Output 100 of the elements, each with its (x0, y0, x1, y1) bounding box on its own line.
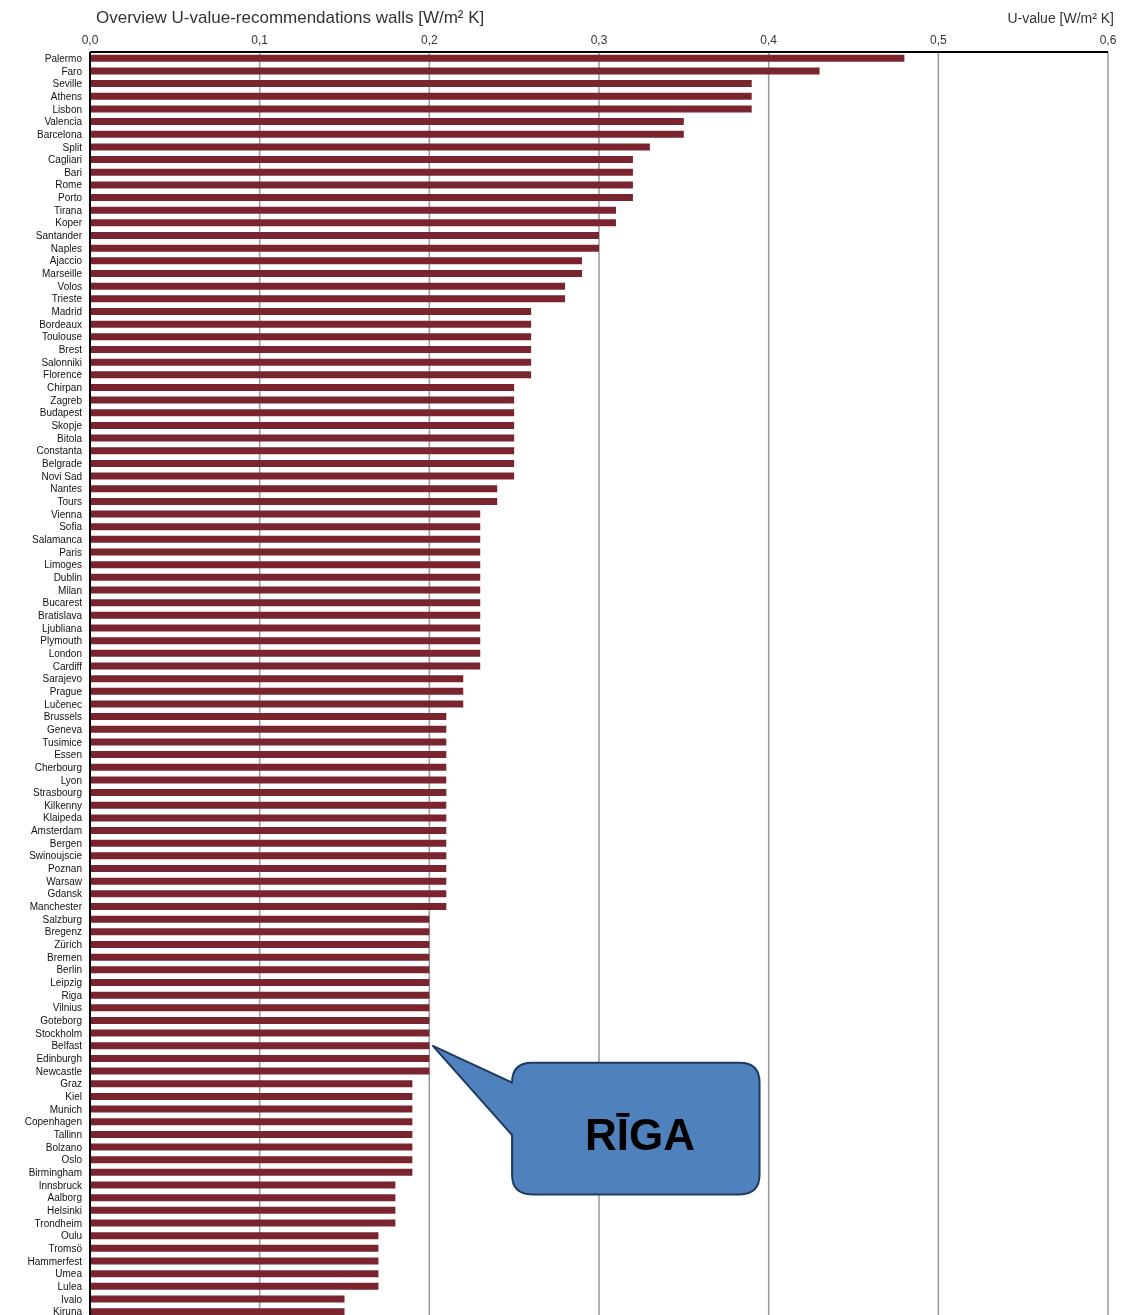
x-tick-label: 0,6 (1099, 33, 1117, 47)
y-tick-label: Kiel (65, 1091, 82, 1102)
y-tick-label: Koper (55, 217, 83, 229)
bar (90, 586, 481, 594)
y-tick-label: Poznan (48, 863, 82, 875)
y-tick-label: Cagliari (48, 154, 82, 166)
y-tick-label: Ajaccio (49, 255, 83, 267)
bar (90, 105, 752, 113)
bar (90, 852, 447, 860)
y-tick-label: Kilkenny (44, 799, 82, 811)
annotation: RĪGA (585, 1110, 695, 1159)
bar (90, 1067, 430, 1075)
y-tick-label: Chirpan (46, 382, 82, 394)
y-tick-label: Copenhagen (24, 1116, 82, 1128)
y-tick-label: Lyon (60, 774, 82, 786)
y-tick-label: Bratislava (38, 609, 83, 621)
bar (90, 1105, 413, 1113)
x-tick-label: 0,3 (590, 33, 608, 47)
bar (90, 548, 481, 556)
bar (90, 1004, 430, 1012)
bar (90, 561, 481, 569)
x-tick-label: 0,5 (929, 33, 947, 47)
y-tick-label: Volos (57, 280, 82, 292)
x-tick-label: 0,4 (760, 33, 778, 47)
bar (90, 966, 430, 974)
bar (90, 940, 430, 948)
y-tick-label: Novi Sad (41, 470, 82, 482)
y-tick-label: Bucarest (42, 597, 83, 609)
bar (90, 801, 447, 809)
y-tick-label: Skopje (51, 420, 83, 432)
y-tick-label: Klaipeda (43, 812, 83, 824)
bar (90, 877, 447, 885)
bar (90, 675, 464, 683)
y-tick-label: Rome (55, 179, 83, 191)
bar (90, 1282, 379, 1290)
y-tick-label: Stockholm (35, 1027, 82, 1039)
bar (90, 257, 583, 265)
y-tick-label: Barcelona (36, 128, 83, 140)
bar (90, 1143, 413, 1151)
bar (90, 194, 633, 202)
y-tick-label: Salamanca (31, 533, 83, 545)
bar (90, 991, 430, 999)
y-tick-label: Zürich (54, 939, 82, 951)
y-tick-label: Bitola (56, 432, 83, 444)
y-tick-label: Plymouth (40, 635, 82, 647)
y-tick-label: Helsinki (46, 1204, 82, 1216)
bar (90, 307, 532, 315)
bar (90, 143, 650, 151)
bar (90, 624, 481, 632)
chart-title: Overview U-value-recommendations walls [W/m² K] (96, 8, 485, 28)
y-tick-label: Strasbourg (33, 787, 82, 799)
bar (90, 282, 566, 290)
bar (90, 865, 447, 873)
y-tick-label: Split (62, 141, 83, 153)
bar (90, 244, 599, 252)
y-tick-label: Salzburg (42, 913, 82, 925)
y-tick-label: Birmingham (28, 1166, 82, 1178)
y-tick-label: Athens (50, 90, 82, 102)
y-tick-label: Bordeaux (39, 318, 82, 330)
y-tick-label: Salonniki (41, 356, 82, 368)
bar (90, 1168, 413, 1176)
y-tick-label: Aalborg (47, 1192, 82, 1204)
y-tick-label: Munich (49, 1103, 82, 1115)
bar (90, 156, 633, 164)
y-tick-label: Paris (59, 546, 82, 558)
y-tick-label: Vilnius (52, 1002, 82, 1014)
bar (90, 599, 481, 607)
y-tick-label: Swinoujscie (29, 850, 83, 862)
bar (90, 219, 616, 227)
y-tick-label: Belgrade (41, 458, 83, 469)
y-tick-label: Madrid (51, 306, 82, 318)
y-tick-label: Florence (43, 369, 83, 381)
bar (90, 725, 447, 733)
y-tick-label: Limoges (44, 559, 82, 571)
y-tick-label: Innsbruck (38, 1179, 83, 1191)
bar (90, 915, 430, 923)
y-tick-label: Zagreb (50, 394, 83, 406)
bar (90, 827, 447, 835)
y-tick-label: Naples (50, 242, 82, 254)
bar (90, 510, 481, 518)
bar (90, 839, 447, 847)
bar (90, 396, 515, 404)
bar (90, 232, 599, 240)
y-tick-label: Tirana (54, 204, 83, 216)
y-tick-label: Berlin (56, 964, 82, 976)
bar (90, 409, 515, 417)
bar (90, 371, 532, 379)
bar (90, 903, 447, 911)
bar (90, 1118, 413, 1126)
bar (90, 472, 515, 480)
bar (90, 1194, 396, 1202)
bar (90, 978, 430, 986)
y-tick-label: Bremen (46, 951, 82, 963)
y-tick-label: Vienna (51, 508, 83, 520)
y-tick-label: Bari (64, 166, 82, 178)
y-tick-label: Ljubliana (41, 622, 83, 634)
y-tick-label: Ivalo (60, 1293, 83, 1305)
y-tick-label: Dublin (53, 571, 82, 583)
bar (90, 535, 481, 543)
bar (90, 54, 905, 62)
